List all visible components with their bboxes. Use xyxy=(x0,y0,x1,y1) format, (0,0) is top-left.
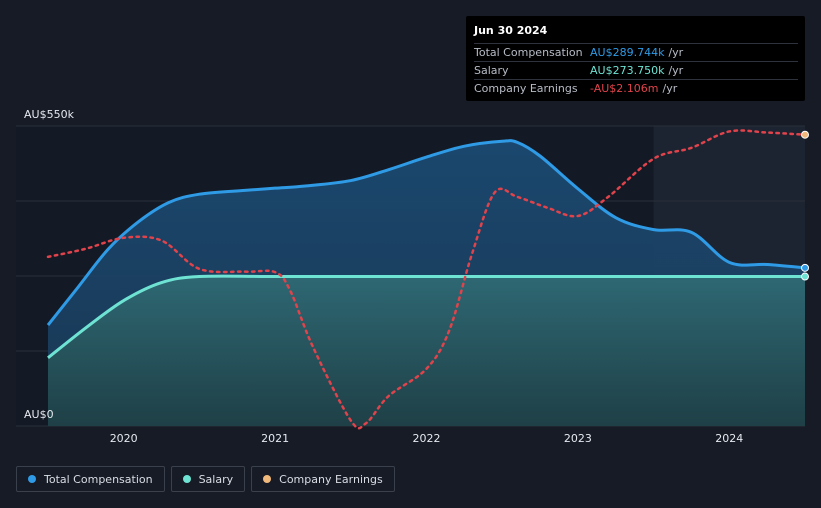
tooltip-unit: /yr xyxy=(668,46,684,59)
legend: Total Compensation Salary Company Earnin… xyxy=(16,466,395,492)
tooltip-value: -AU$2.106m xyxy=(590,82,659,95)
legend-label: Salary xyxy=(198,472,234,486)
tooltip-label: Total Compensation xyxy=(474,46,583,59)
company-earnings-end-marker xyxy=(801,130,809,139)
tooltip-unit: /yr xyxy=(662,82,678,95)
tooltip-label: Salary xyxy=(474,64,509,77)
tooltip-value: AU$273.750k xyxy=(590,64,665,77)
total-compensation-line xyxy=(46,139,806,327)
tooltip-row-company-earnings: Company Earnings -AU$2.106m /yr xyxy=(474,79,798,97)
salary-line xyxy=(47,274,805,359)
legend-label: Company Earnings xyxy=(279,472,383,486)
tooltip-row-salary: Salary AU$273.750k /yr xyxy=(474,61,798,79)
x-tick-label: 2021 xyxy=(261,432,290,445)
legend-item-salary[interactable]: Salary xyxy=(170,466,246,492)
salary-area xyxy=(48,276,805,426)
x-tick-label: 2020 xyxy=(109,432,138,445)
legend-label: Total Compensation xyxy=(44,472,153,486)
company-earnings-line xyxy=(46,129,807,430)
legend-dot-icon xyxy=(28,475,36,483)
tooltip-label: Company Earnings xyxy=(474,82,578,95)
tooltip-value: AU$289.744k xyxy=(590,46,665,59)
y-axis-label-zero: AU$0 xyxy=(24,408,54,421)
x-tick-label: 2023 xyxy=(563,432,592,445)
tooltip: Jun 30 2024 Total Compensation AU$289.74… xyxy=(466,16,805,101)
tooltip-row-total-compensation: Total Compensation AU$289.744k /yr xyxy=(474,43,798,61)
legend-dot-icon xyxy=(182,475,191,483)
legend-dot-icon xyxy=(263,475,272,483)
y-axis-label-max: AU$550k xyxy=(24,108,74,121)
legend-item-total-compensation[interactable]: Total Compensation xyxy=(16,466,165,492)
salary-end-marker xyxy=(801,272,809,281)
tooltip-unit: /yr xyxy=(668,64,684,77)
total-compensation-end-marker xyxy=(801,263,809,272)
tooltip-date: Jun 30 2024 xyxy=(474,24,548,37)
legend-item-company-earnings[interactable]: Company Earnings xyxy=(251,466,395,492)
x-tick-label: 2022 xyxy=(412,432,441,445)
x-tick-label: 2024 xyxy=(715,432,744,445)
